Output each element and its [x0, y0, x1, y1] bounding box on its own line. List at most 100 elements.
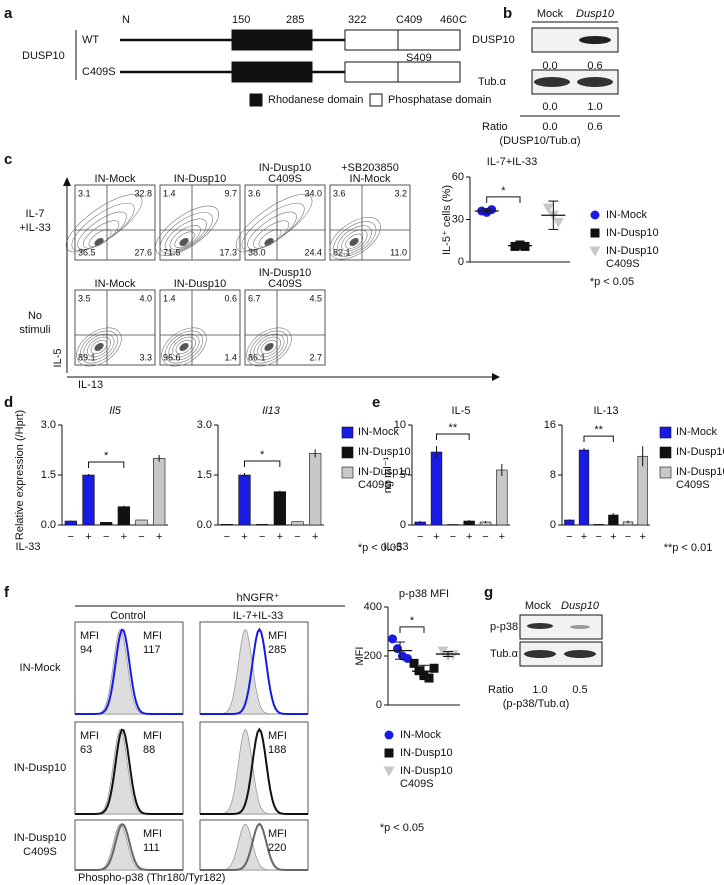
chart-title: Il5 — [109, 405, 122, 417]
legend-label: IN-Mock — [606, 209, 647, 221]
contour — [329, 217, 381, 260]
x-tick-label: − — [417, 531, 423, 543]
legend-label: IN-Dusp10 C409S — [358, 466, 414, 491]
label: IL-33 — [15, 541, 40, 553]
label: IN-Dusp10 — [14, 762, 67, 774]
shape — [329, 184, 411, 261]
label: Mock — [537, 8, 564, 20]
label: Ratio — [488, 684, 514, 696]
contour — [169, 225, 201, 250]
annotation: * — [260, 449, 265, 461]
legend-swatch — [341, 466, 354, 479]
legend-swatch — [659, 466, 672, 479]
y-tick-label: 0.0 — [41, 519, 56, 531]
label: Dusp10 — [561, 600, 600, 612]
y-tick-label: 8 — [550, 469, 556, 481]
label: IN-Dusp10 — [259, 162, 312, 174]
bar — [291, 521, 304, 526]
label: MFI — [268, 828, 287, 840]
label: IL-33 — [383, 541, 408, 553]
legend-marker — [384, 730, 394, 740]
contour — [260, 339, 278, 355]
annotation: ** — [449, 422, 458, 434]
label: 94 — [80, 644, 92, 656]
x-tick-label: + — [312, 531, 318, 543]
bar — [135, 519, 148, 526]
label: hNGFR⁺ — [236, 592, 279, 604]
label: IN-Dusp10 — [14, 832, 67, 844]
legend-swatch — [659, 446, 672, 459]
y-tick-label: 5 — [400, 469, 406, 481]
chart-title: IL-7+IL-33 — [487, 156, 537, 168]
shape — [344, 29, 461, 51]
legend-label: IN-Mock — [676, 426, 717, 438]
point — [424, 673, 434, 683]
label: Control — [110, 610, 145, 622]
bar — [309, 453, 322, 526]
x-tick-label: − — [68, 531, 74, 543]
y-tick-label: 3.0 — [41, 419, 56, 431]
x-tick-label: − — [625, 531, 631, 543]
annotation: * — [501, 185, 506, 197]
label: IN-Dusp10 — [174, 173, 227, 185]
x-tick-label: + — [499, 531, 505, 543]
blot-band — [570, 625, 590, 629]
point — [429, 663, 439, 673]
y-tick-label: 0.0 — [197, 519, 212, 531]
contour — [246, 327, 292, 367]
label: +IL-33 — [19, 222, 51, 234]
histogram-curve — [200, 627, 308, 715]
panel-letter: a — [4, 5, 13, 22]
label: *p < 0.05 — [358, 542, 402, 554]
bar — [238, 474, 251, 526]
label: 3.1 — [78, 188, 91, 198]
shape — [231, 61, 313, 83]
bar — [64, 520, 77, 526]
label: 82.1 — [333, 247, 351, 257]
x-tick-label: + — [433, 531, 439, 543]
label: MFI — [80, 730, 99, 742]
label: 11.0 — [390, 247, 407, 257]
y-axis-label: IL-5⁺ cells (%) — [441, 185, 453, 255]
label: IN-Mock — [20, 662, 61, 674]
bar — [564, 519, 575, 526]
contour — [264, 342, 274, 352]
y-axis-label: MFI — [354, 647, 366, 666]
legend-label: IN-Dusp10 — [358, 446, 411, 458]
annotation: * — [410, 615, 415, 627]
bar — [82, 474, 95, 526]
x-tick-label: + — [85, 531, 91, 543]
chart-title: Il13 — [262, 405, 281, 417]
y-tick-label: 10 — [394, 419, 406, 431]
legend-label: IN-Dusp10 C409S — [400, 765, 456, 790]
legend-label: IN-Mock — [358, 426, 399, 438]
label: 3.6 — [333, 188, 346, 198]
y-tick-label: 3.0 — [197, 419, 212, 431]
contour — [337, 225, 372, 255]
contour — [90, 339, 108, 355]
legend-label: IN-Dusp10 C409S — [606, 245, 662, 270]
bar — [496, 469, 508, 526]
label: 285 — [286, 14, 304, 26]
chart-title: IL-5 — [452, 405, 471, 417]
label: IN-Dusp10 — [174, 278, 227, 290]
point — [552, 217, 564, 228]
bar — [117, 506, 130, 526]
shape — [244, 184, 326, 261]
contour — [179, 342, 189, 352]
blot-band — [579, 36, 611, 44]
label: Phosphatase domain — [388, 94, 491, 106]
legend-swatch — [341, 446, 354, 459]
y-tick-label: 16 — [544, 419, 556, 431]
label: 188 — [268, 744, 286, 756]
point — [388, 634, 397, 644]
y-tick-label: 0 — [458, 256, 464, 268]
bar — [430, 451, 443, 526]
panel-letter: f — [4, 584, 10, 601]
x-tick-label: − — [595, 531, 601, 543]
contour — [76, 327, 122, 367]
label: 322 — [348, 14, 366, 26]
label: IN-Mock — [95, 173, 136, 185]
label: C409S — [23, 846, 57, 858]
